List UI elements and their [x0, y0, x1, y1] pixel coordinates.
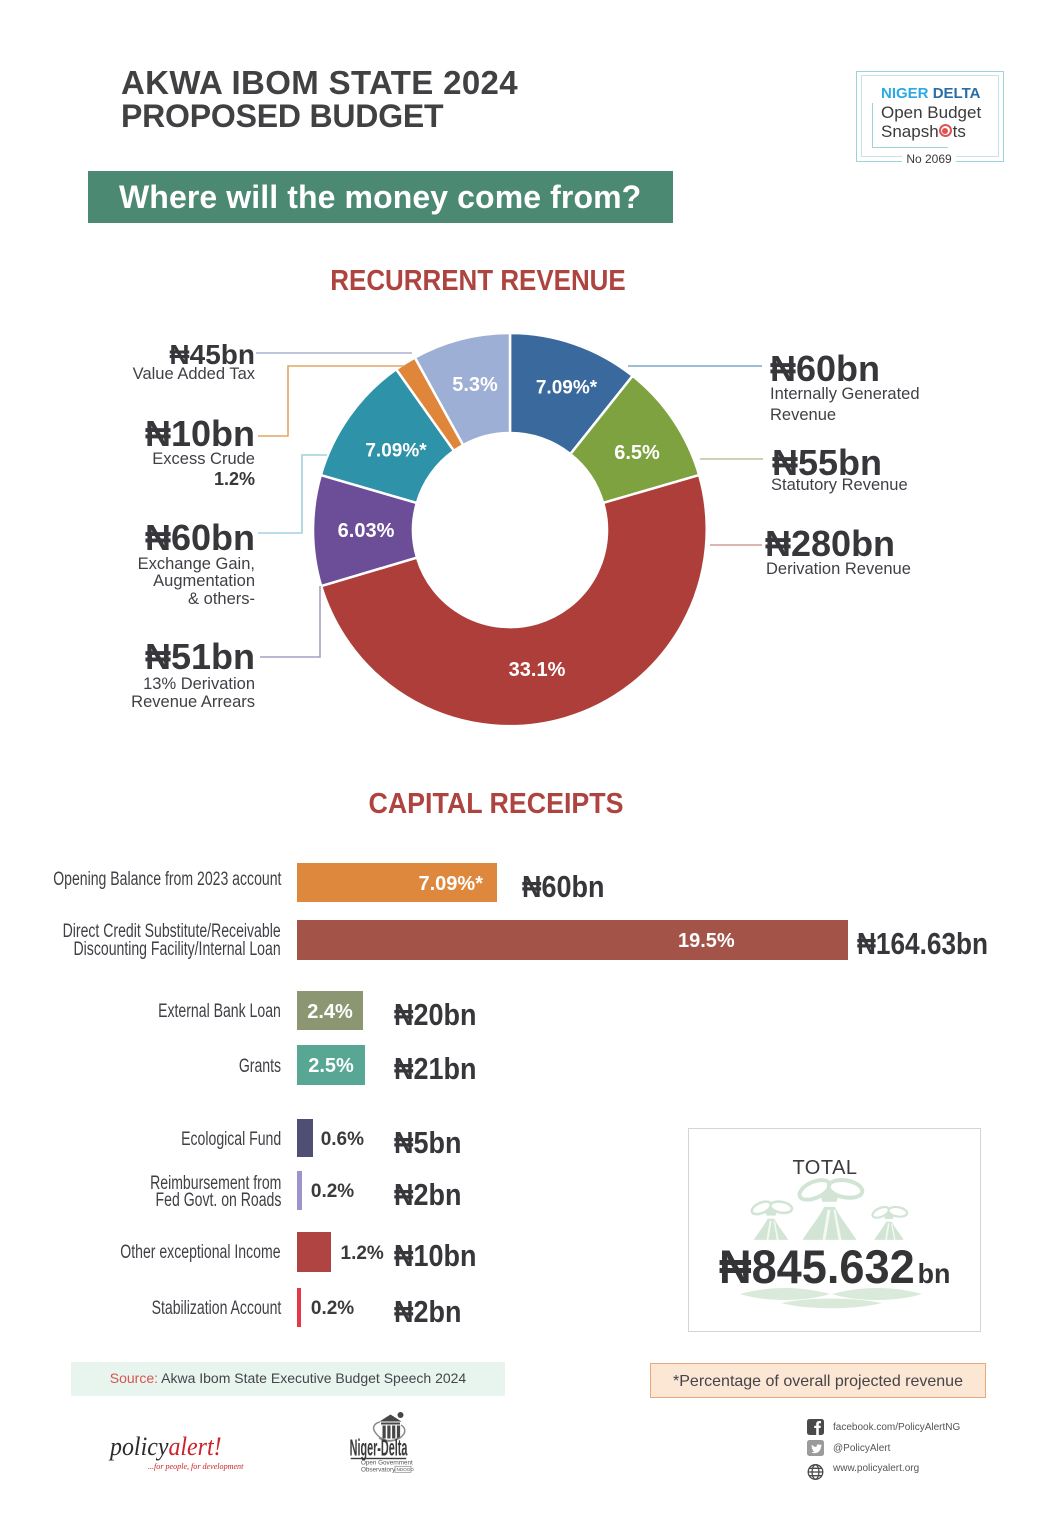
svg-text:7.09%*: 7.09%*	[536, 378, 598, 399]
svg-text:Niger-Delta: Niger-Delta	[350, 1435, 408, 1461]
svg-text:NDOGO: NDOGO	[397, 1467, 415, 1472]
svg-text:6.03%: 6.03%	[338, 520, 395, 542]
svg-text:Open Government: Open Government	[361, 1460, 413, 1467]
svg-text:7.09%*: 7.09%*	[365, 441, 427, 462]
svg-text:6.5%: 6.5%	[614, 442, 660, 464]
svg-text:Observatory: Observatory	[361, 1467, 396, 1474]
svg-text:33.1%: 33.1%	[509, 659, 566, 681]
svg-text:5.3%: 5.3%	[452, 374, 498, 396]
